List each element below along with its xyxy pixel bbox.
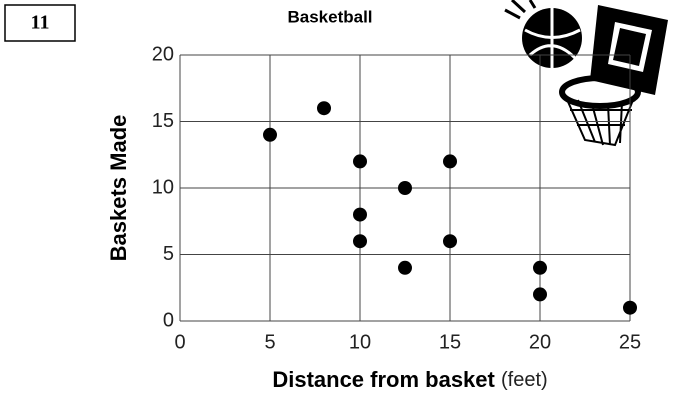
backboard-inner bbox=[613, 28, 646, 66]
x-tick-label: 15 bbox=[439, 331, 461, 353]
y-tick-label: 10 bbox=[152, 176, 174, 198]
data-point bbox=[443, 234, 457, 249]
x-axis-label: Distance from basket (feet) bbox=[272, 367, 547, 392]
data-point bbox=[533, 260, 547, 275]
clip-art bbox=[504, 0, 668, 147]
x-axis-unit: (feet) bbox=[501, 369, 548, 391]
data-point bbox=[263, 127, 277, 142]
number-box bbox=[4, 4, 76, 42]
problem-number: 11 bbox=[31, 12, 50, 34]
y-axis-label: Baskets Made bbox=[106, 115, 131, 262]
y-tick-label: 5 bbox=[163, 243, 174, 265]
data-point bbox=[317, 101, 331, 116]
motion-lines bbox=[504, 0, 537, 20]
x-tick-label: 0 bbox=[174, 331, 185, 353]
x-tick-label: 20 bbox=[529, 331, 551, 353]
x-tick-label: 25 bbox=[619, 331, 641, 353]
data-point bbox=[398, 181, 412, 195]
x-axis-label-main: Distance from basket bbox=[272, 367, 495, 392]
data-point bbox=[353, 234, 367, 249]
data-point bbox=[533, 287, 547, 302]
data-point bbox=[398, 260, 412, 275]
chart-title: Basketball bbox=[287, 7, 372, 26]
y-tick-label: 15 bbox=[152, 110, 174, 132]
data-point bbox=[443, 154, 457, 169]
x-tick-label: 5 bbox=[264, 331, 275, 353]
data-point bbox=[353, 154, 367, 169]
hoop bbox=[559, 75, 641, 109]
y-tick-label: 20 bbox=[152, 43, 174, 65]
y-tick-label: 0 bbox=[163, 309, 174, 331]
x-tick-label: 10 bbox=[349, 331, 371, 353]
data-point bbox=[353, 207, 367, 222]
data-point bbox=[623, 300, 637, 315]
